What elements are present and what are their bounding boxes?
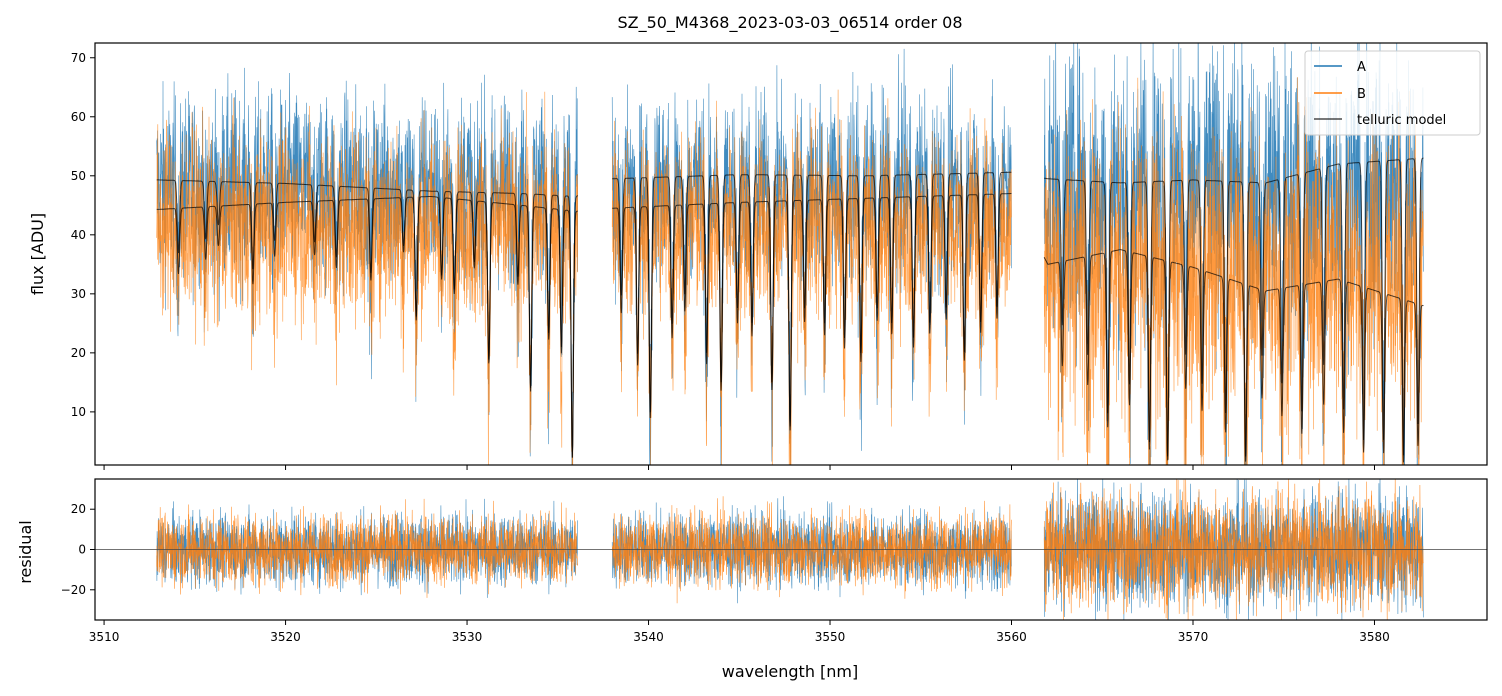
residual-y-tick-label: −20: [61, 583, 86, 597]
x-tick-label: 3570: [1178, 630, 1209, 644]
legend-label-a: A: [1357, 60, 1366, 75]
legend-label-telluric: telluric model: [1357, 113, 1446, 128]
flux-y-tick-label: 60: [71, 110, 86, 124]
flux-y-tick-label: 40: [71, 228, 86, 242]
residual-y-tick-label: 20: [71, 502, 86, 516]
residual-b-segment-2: [611, 496, 1012, 604]
telluric-model-trace-1-segment-1: [156, 179, 579, 458]
flux-y-axis-label: flux [ADU]: [28, 213, 47, 295]
flux-y-tick-label: 10: [71, 405, 86, 419]
chart-title: SZ_50_M4368_2023-03-03_06514 order 08: [617, 13, 962, 33]
telluric-model-trace-2-segment-1: [156, 196, 578, 458]
x-tick-label: 3560: [996, 630, 1027, 644]
residual-b-segment-3: [1043, 479, 1424, 620]
flux-y-tick-label: 20: [71, 346, 86, 360]
residual-y-axis-label: residual: [16, 520, 35, 583]
legend-box: [1304, 50, 1481, 136]
flux-x-ticks: [103, 465, 1375, 470]
flux-axes-frame: [94, 42, 1488, 466]
x-tick-label: 3540: [633, 630, 664, 644]
x-tick-label: 3510: [89, 630, 120, 644]
series-b-segment-3: [1043, 77, 1424, 465]
x-tick-label: 3550: [815, 630, 846, 644]
series-a-segment-1: [156, 67, 578, 465]
telluric-model-trace-2-segment-2: [612, 193, 1012, 431]
x-tick-label: 3580: [1359, 630, 1390, 644]
flux-y-ticks: 10 20 30 40 50 60 70: [71, 51, 95, 419]
residual-b-segment-1: [156, 498, 578, 598]
residual-plot-area: [95, 479, 1487, 620]
residual-y-ticks: −20 0 20: [61, 502, 95, 597]
x-tick-label: 3520: [270, 630, 301, 644]
series-b-segment-1: [156, 91, 578, 465]
flux-panel: 10 20 30 40 50 60 70 flux [ADU] A B telluric m…: [28, 42, 1488, 470]
flux-y-tick-label: 30: [71, 287, 86, 301]
legend-label-b: B: [1357, 87, 1366, 102]
legend: A B telluric model: [1304, 50, 1481, 136]
flux-y-tick-label: 70: [71, 51, 86, 65]
x-tick-label: 3530: [452, 630, 483, 644]
flux-y-tick-label: 50: [71, 169, 86, 183]
telluric-model-trace-2-segment-3: [1043, 249, 1424, 463]
flux-plot-area: [156, 43, 1424, 465]
x-axis-label: wavelength [nm]: [722, 662, 859, 681]
residual-y-tick-label: 0: [78, 543, 86, 557]
residual-x-ticks: 3510 3520 3530 3540 3550 3560 3570 3580: [89, 620, 1390, 644]
